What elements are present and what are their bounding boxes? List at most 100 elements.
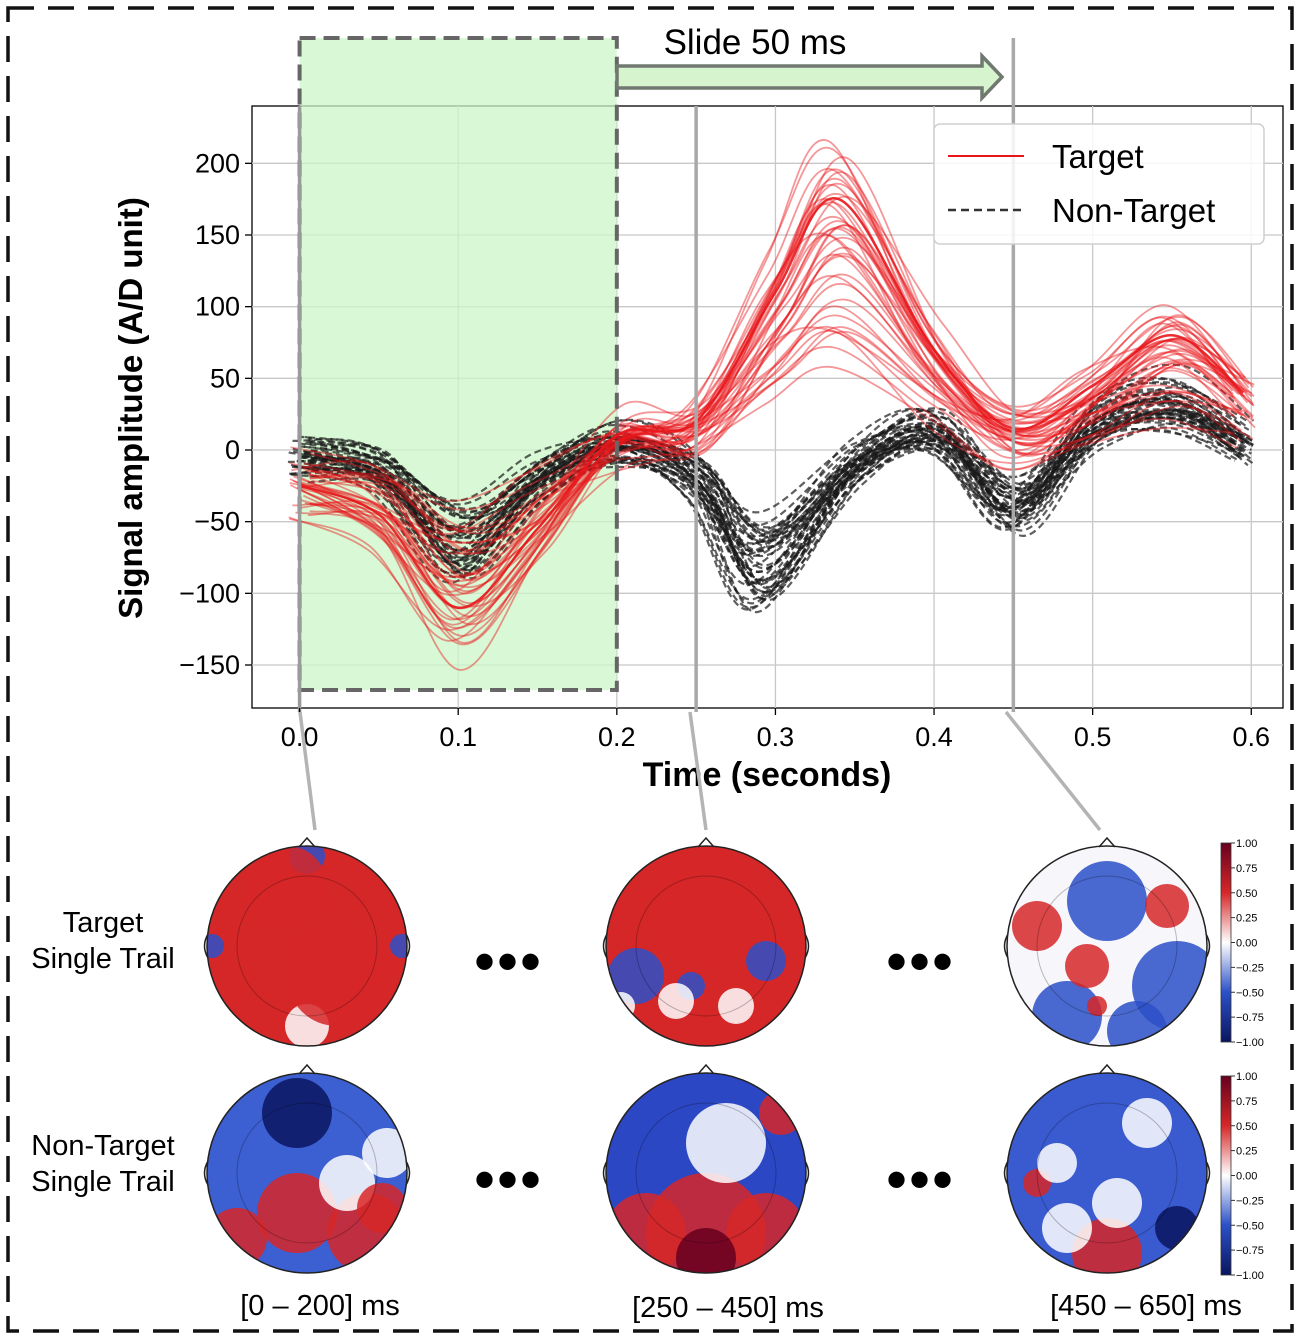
ellipsis-target-2: ••• (886, 928, 956, 995)
trial-line (298, 409, 1243, 527)
trial-line (303, 419, 1248, 558)
row-label-nontarget: Non-Target Single Trail (8, 1128, 198, 1200)
trial-line (292, 388, 1238, 605)
trial-line (290, 427, 1236, 568)
y-tick-label: −150 (179, 650, 240, 680)
plot-area (251, 105, 1284, 709)
ellipsis-nontarget-1: ••• (474, 1146, 544, 1213)
trial-line (307, 273, 1253, 556)
trial-line (296, 275, 1242, 583)
trial-line (309, 412, 1254, 537)
trial-line (308, 395, 1253, 535)
trial-line (309, 252, 1254, 589)
trial-line (289, 232, 1235, 578)
trial-line (292, 168, 1237, 626)
topomap-nontarget-1 (203, 1063, 411, 1274)
trial-line (292, 411, 1238, 545)
colorbar-tick-label: 0.50 (1236, 1121, 1257, 1133)
y-tick-label: 0 (225, 435, 240, 465)
colorbar-tick-label: 0.50 (1236, 888, 1257, 900)
trial-line (309, 363, 1255, 590)
x-tick-label: 0.1 (439, 722, 477, 752)
trial-line (306, 382, 1251, 567)
trial-line (309, 330, 1254, 529)
trial-line (304, 391, 1250, 531)
ellipsis-target-1: ••• (474, 928, 544, 995)
ear-icon (405, 1160, 411, 1186)
y-tick-label: 50 (210, 363, 240, 393)
trial-line (304, 182, 1250, 595)
trial-line (298, 253, 1243, 587)
colorbar-tick-label: −0.50 (1236, 987, 1264, 999)
trial-line (309, 195, 1254, 593)
x-tick-label: 0.6 (1233, 722, 1271, 752)
topomap-connectors (298, 710, 1102, 832)
trial-line (295, 183, 1240, 629)
trial-line (293, 345, 1238, 544)
ear-icon (203, 1160, 209, 1186)
colorbar-tick-label: −0.25 (1236, 962, 1264, 974)
trial-line (310, 236, 1255, 582)
ellipsis-nontarget-2: ••• (886, 1146, 956, 1213)
ear-icon (602, 933, 608, 959)
trial-line (309, 298, 1254, 555)
colorbar-tick-label: 0.25 (1236, 1146, 1257, 1158)
trial-line (300, 168, 1246, 671)
trial-line (309, 224, 1255, 618)
ear-icon (1003, 1160, 1009, 1186)
trial-line (311, 246, 1256, 575)
colorbar-tick-label: −0.75 (1236, 1012, 1264, 1024)
colorbar-tick-label: −0.75 (1236, 1245, 1264, 1257)
colorbar-tick-label: 0.25 (1236, 913, 1257, 925)
trial-line (308, 409, 1254, 548)
ear-icon (203, 933, 209, 959)
colorbar-tick-label: 1.00 (1236, 838, 1257, 850)
trial-line (292, 146, 1238, 621)
y-axis-label: Signal amplitude (A/D unit) (112, 197, 149, 619)
colorbar-tick-label: 0.00 (1236, 938, 1257, 950)
slide-arrow-icon (615, 51, 1005, 103)
trial-line (297, 305, 1243, 555)
y-tick-label: 150 (195, 220, 240, 250)
series-mean-line (299, 197, 1245, 609)
ear-icon (405, 933, 411, 959)
x-tick-label: 0.2 (598, 722, 636, 752)
trial-line (288, 198, 1234, 631)
colorbars: 1.00 0.75 0.50 0.25 0.00 −0.25 −0.50 −0.75 −1.00… (1220, 838, 1264, 1282)
colorbar-tick-label: −0.25 (1236, 1195, 1264, 1207)
axis-ticks: 0.0 0.1 0.2 0.3 0.4 0.5 0.6 −150 −100 −50 0 50 100 15… (179, 148, 1270, 752)
window-label-1: [0 – 200] ms (240, 1290, 400, 1322)
series-lines (287, 139, 1256, 671)
trial-line (297, 330, 1242, 544)
y-tick-label: 200 (195, 148, 240, 178)
topomap-target-1 (203, 836, 411, 1047)
y-tick-label: −100 (179, 578, 240, 608)
series-target (288, 139, 1256, 671)
y-tick-label: −50 (194, 507, 240, 537)
trial-line (309, 255, 1255, 552)
figure-border (6, 6, 1294, 1333)
x-tick-label: 0.0 (281, 722, 319, 752)
ear-icon (1205, 1160, 1211, 1186)
y-tick-label: 100 (195, 292, 240, 322)
colorbar-tick-label: 0.75 (1236, 863, 1257, 875)
colorbar-tick-label: −1.00 (1236, 1270, 1264, 1282)
trial-line (300, 227, 1245, 579)
x-axis-label: Time (seconds) (643, 756, 892, 794)
colorbar-tick-label: 0.75 (1236, 1096, 1257, 1108)
colorbar-tick-label: 0.00 (1236, 1171, 1257, 1183)
row-label-nontarget-line1: Non-Target (31, 1130, 175, 1162)
trial-line (308, 282, 1254, 535)
trial-line (309, 224, 1255, 605)
nose-icon (1098, 836, 1116, 848)
legend-nontarget-label: Non-Target (1052, 192, 1215, 229)
window-label-2: [250 – 450] ms (632, 1292, 824, 1324)
trial-line (309, 156, 1254, 626)
topomap-target-2 (602, 836, 810, 1047)
colorbar-tick-label: −0.50 (1236, 1220, 1264, 1232)
trial-line (290, 326, 1235, 502)
topomap-nontarget-3 (1003, 1063, 1211, 1274)
slide-label: Slide 50 ms (664, 23, 847, 62)
colorbar-1: 1.00 0.75 0.50 0.25 0.00 −0.25 −0.50 −0.75 −1.00 (1220, 838, 1264, 1049)
trial-line (291, 326, 1236, 531)
